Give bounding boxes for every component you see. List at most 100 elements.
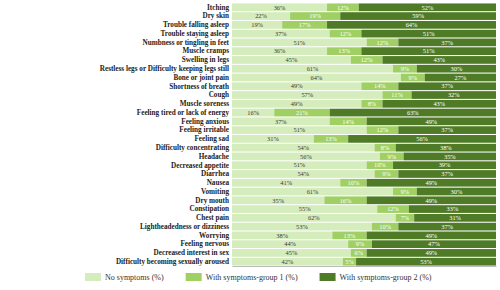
tick: Nausea <box>207 179 230 187</box>
tick: Feeling nervous <box>180 240 229 248</box>
bar-segment <box>375 144 396 152</box>
category-label: Feeling nervous <box>180 240 229 248</box>
bar-segment <box>361 30 496 38</box>
data-label: 12% <box>337 4 349 11</box>
data-label: 22% <box>255 12 267 19</box>
data-label: 13% <box>338 47 350 54</box>
bar-segment <box>327 47 361 55</box>
bar-segment <box>232 117 330 125</box>
data-label: 64% <box>406 21 418 28</box>
category-label: Swelling in legs <box>182 56 229 64</box>
bar-segment <box>382 100 496 108</box>
data-label: 55% <box>299 205 311 212</box>
data-label: 53% <box>296 223 308 230</box>
bar-segment <box>367 117 496 125</box>
bar-segment <box>377 205 409 213</box>
bar-segment <box>332 232 366 240</box>
bar-segment <box>398 82 496 90</box>
data-label: 13% <box>325 135 337 142</box>
data-label: 37% <box>275 30 287 37</box>
bar-segment <box>375 170 399 178</box>
legend-swatch <box>85 273 101 281</box>
legend-label: With symptoms-group 2 (%) <box>340 273 432 282</box>
data-label: 43% <box>433 100 445 107</box>
data-label: 45% <box>286 249 298 256</box>
bar-segment <box>330 30 362 38</box>
tick: Headache <box>199 153 229 161</box>
data-label: 51% <box>293 161 305 168</box>
bar-segment <box>367 39 399 47</box>
bar-segment <box>330 109 496 117</box>
category-label: Feeling tired or lack of energy <box>137 109 230 117</box>
data-label: 19% <box>309 12 321 19</box>
legend-label: No symptoms (%) <box>105 273 164 282</box>
data-label: 51% <box>293 126 305 133</box>
category-label: Muscle soreness <box>180 100 229 108</box>
bar-segment <box>393 188 417 196</box>
bar-segment <box>232 91 382 99</box>
tick: Feeling anxious <box>181 118 229 126</box>
tick: Swelling in legs <box>182 56 229 64</box>
data-label: 16% <box>247 109 259 116</box>
bar-segment <box>401 74 425 82</box>
data-label: 35% <box>444 153 456 160</box>
bar-segment <box>314 135 348 143</box>
category-label: Diarrhea <box>201 170 229 178</box>
bar-segment <box>232 214 396 222</box>
data-label: 49% <box>425 197 437 204</box>
data-label: 43% <box>433 56 445 63</box>
bar-segment <box>393 161 496 169</box>
bar-segment <box>343 258 356 266</box>
data-label: 30% <box>451 188 463 195</box>
data-label: 12% <box>387 205 399 212</box>
bar-segment <box>367 126 399 134</box>
bar-segment <box>232 65 393 73</box>
tick: Trouble falling asleep <box>163 21 229 29</box>
bar-segment <box>367 161 393 169</box>
category-label: Constipation <box>189 205 229 213</box>
bar-segment <box>414 214 496 222</box>
axis-line <box>233 266 497 267</box>
category-label: Bone or joint pain <box>173 74 229 82</box>
data-label: 10% <box>379 223 391 230</box>
bar-segment <box>398 126 496 134</box>
data-label: 49% <box>291 82 303 89</box>
bar-segment <box>417 65 496 73</box>
data-label: 31% <box>267 135 279 142</box>
legend-item: With symptoms-group 2 (%) <box>320 273 432 282</box>
data-label: 39% <box>439 161 451 168</box>
bar-segment <box>372 223 398 231</box>
data-label: 36% <box>274 47 286 54</box>
tick: Dry skin <box>202 12 229 20</box>
tick: Feeling tired or lack of energy <box>137 109 230 117</box>
data-label: 10% <box>348 179 360 186</box>
data-label: 51% <box>423 47 435 54</box>
data-label: 27% <box>455 74 467 81</box>
x-axis <box>233 266 497 267</box>
category-label: Shortness of breath <box>169 83 229 91</box>
data-label: 37% <box>275 118 287 125</box>
bar-segment <box>382 56 496 64</box>
bar-segment <box>232 3 327 11</box>
data-label: 5% <box>345 258 354 265</box>
bar-segment <box>372 240 496 248</box>
data-labels: 36%22%19%37%51%36%45%61%64%49%57%49%16%3… <box>247 4 467 265</box>
data-label: 33% <box>447 205 459 212</box>
chart: ItchingDry skinTrouble falling asleepTro… <box>0 0 500 290</box>
tick: Worrying <box>199 232 229 240</box>
bar-segment <box>398 39 496 47</box>
bar-segment <box>232 21 282 29</box>
bar-segment <box>232 56 351 64</box>
data-label: 11% <box>391 91 403 98</box>
data-label: 51% <box>423 30 435 37</box>
data-label: 13% <box>344 232 356 239</box>
category-label: Muscle cramps <box>182 47 229 55</box>
bar-segment <box>327 3 359 11</box>
legend-label: With symptoms-group 1 (%) <box>206 273 298 282</box>
data-label: 17% <box>299 21 311 28</box>
bar-segment <box>356 258 496 266</box>
data-label: 32% <box>448 91 460 98</box>
data-label: 52% <box>422 4 434 11</box>
bar-segment <box>382 91 411 99</box>
tick: Muscle soreness <box>180 100 229 108</box>
